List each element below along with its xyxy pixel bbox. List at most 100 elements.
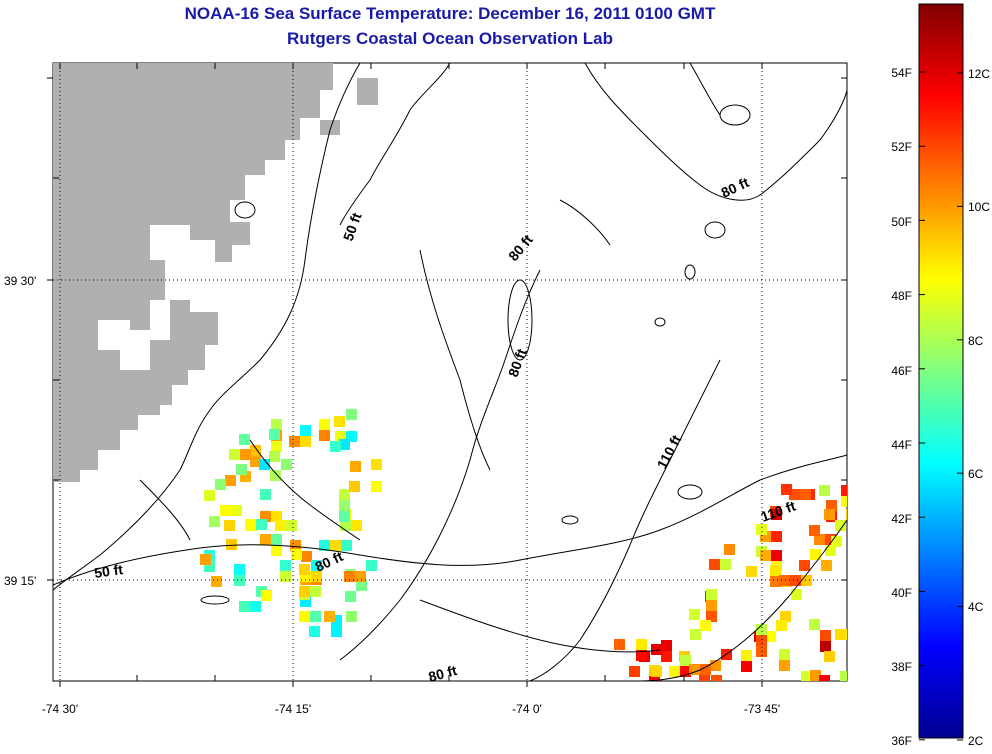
sst-pixel [779, 660, 790, 671]
sst-pixel [234, 575, 245, 586]
sst-pixel [349, 481, 360, 492]
colorbar-f-label: 38F [891, 660, 912, 674]
colorbar-f-label: 44F [891, 438, 912, 452]
sst-pixel [706, 611, 717, 622]
colorbar-c-label: 8C [968, 334, 984, 348]
sst-pixel [371, 459, 382, 470]
sst-pixel [819, 485, 830, 496]
colorbar-f-label: 48F [891, 289, 912, 303]
sst-pixel [821, 560, 832, 571]
sst-pixel [636, 639, 647, 650]
map-subtitle: Rutgers Coastal Ocean Observation Lab [287, 29, 613, 48]
sst-pixel [346, 409, 357, 420]
sst-pixel [280, 571, 291, 582]
sst-pixel [741, 650, 752, 661]
x-tick-label: -74 0' [512, 702, 542, 716]
sst-pixel [824, 509, 835, 520]
sst-pixel [771, 509, 782, 520]
sst-pixel [661, 640, 672, 651]
sst-pixel [366, 560, 377, 571]
sst-pixel [700, 664, 711, 675]
sst-pixel [345, 591, 356, 602]
sst-pixel [851, 671, 862, 682]
sst-pixel [299, 564, 310, 575]
sst-pixel [356, 580, 367, 591]
sst-pixel [779, 575, 790, 586]
sst-pixel [260, 511, 271, 522]
sst-pixel [801, 671, 812, 681]
contour-label: 80 ft [427, 662, 459, 685]
sst-pixel [319, 430, 330, 441]
sst-pixel [810, 670, 821, 681]
sst-pixel [851, 649, 862, 660]
sst-pixel [271, 545, 282, 556]
sst-pixel [280, 560, 291, 571]
sst-pixel [629, 666, 640, 677]
colorbar-f-label: 54F [891, 66, 912, 80]
sst-pixel [711, 675, 722, 681]
land-fragment [320, 120, 340, 135]
sst-pixel [760, 531, 771, 542]
sst-pixel [825, 545, 836, 556]
sst-pixel [331, 615, 342, 626]
sst-pixel [840, 671, 847, 681]
sst-pixel [330, 441, 341, 452]
sst-pixel [334, 416, 345, 427]
sst-pixel [344, 571, 355, 582]
y-tick-label: 39 15' [4, 574, 36, 588]
sst-pixel [801, 575, 812, 586]
sst-pixel [204, 561, 215, 572]
sst-pixel [346, 431, 357, 442]
sst-pixel [846, 629, 847, 640]
sst-pixel [301, 551, 312, 562]
sst-pixel [841, 485, 847, 496]
sst-pixel [300, 571, 311, 582]
sst-pixel [300, 596, 311, 607]
sst-pixel [271, 419, 282, 430]
sst-pixel [339, 511, 350, 522]
sst-pixel [809, 525, 820, 536]
sst-pixel [791, 589, 802, 600]
sst-pixel [636, 650, 647, 661]
sst-pixel [770, 565, 781, 576]
sst-pixel [211, 576, 222, 587]
sst-pixel [339, 439, 350, 450]
sst-pixel [319, 419, 330, 430]
colorbar-f-label: 42F [891, 512, 912, 526]
sst-pixel [256, 519, 267, 530]
sst-pixel [741, 661, 752, 672]
sst-pixel [250, 601, 261, 612]
x-tick-label: -74 15' [275, 702, 311, 716]
sst-pixel [299, 586, 310, 597]
sst-pixel [831, 536, 842, 547]
colorbar-f-label: 52F [891, 140, 912, 154]
colorbar-c-label: 10C [968, 200, 990, 214]
x-tick-label: -73 45' [744, 702, 780, 716]
sst-pixel [661, 651, 672, 662]
colorbar-f-label: 46F [891, 364, 912, 378]
sst-pixel [250, 445, 261, 456]
sst-pixel [270, 470, 281, 481]
y-tick-label: 39 30' [4, 274, 36, 288]
sst-pixel [350, 461, 361, 472]
sst-pixel [271, 441, 282, 452]
sst-pixel [269, 429, 280, 440]
colorbar-labels: 54F 52F 50F 48F 46F 44F 42F 40F 38F 36F … [891, 66, 990, 748]
sst-pixel [339, 500, 350, 511]
sst-pixel [310, 586, 321, 597]
sst-pixel [720, 559, 731, 570]
sst-pixel [779, 649, 790, 660]
x-tick-label: -74 30' [42, 702, 78, 716]
sst-pixel [204, 490, 215, 501]
sst-pixel [756, 624, 767, 635]
sst-pixel [220, 505, 231, 516]
sst-pixel [760, 550, 771, 561]
sst-pixel [820, 641, 831, 652]
sst-pixel [689, 609, 700, 620]
sst-pixel [669, 666, 680, 677]
colorbar-ticks [919, 71, 963, 741]
sst-pixel [835, 520, 846, 531]
graticule [53, 63, 847, 681]
sst-pixel [286, 520, 297, 531]
sst-pixel [689, 664, 700, 675]
